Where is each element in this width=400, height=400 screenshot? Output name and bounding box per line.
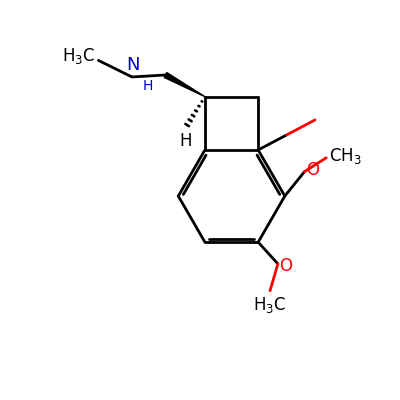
Text: CH$_3$: CH$_3$ [329, 146, 362, 166]
Text: O: O [306, 161, 319, 179]
Text: H$_3$C: H$_3$C [253, 296, 286, 316]
Text: H: H [143, 79, 153, 93]
Text: N: N [126, 56, 140, 74]
Polygon shape [164, 72, 205, 97]
Text: H$_3$C: H$_3$C [62, 46, 95, 66]
Text: H: H [179, 132, 192, 150]
Text: O: O [280, 257, 292, 275]
